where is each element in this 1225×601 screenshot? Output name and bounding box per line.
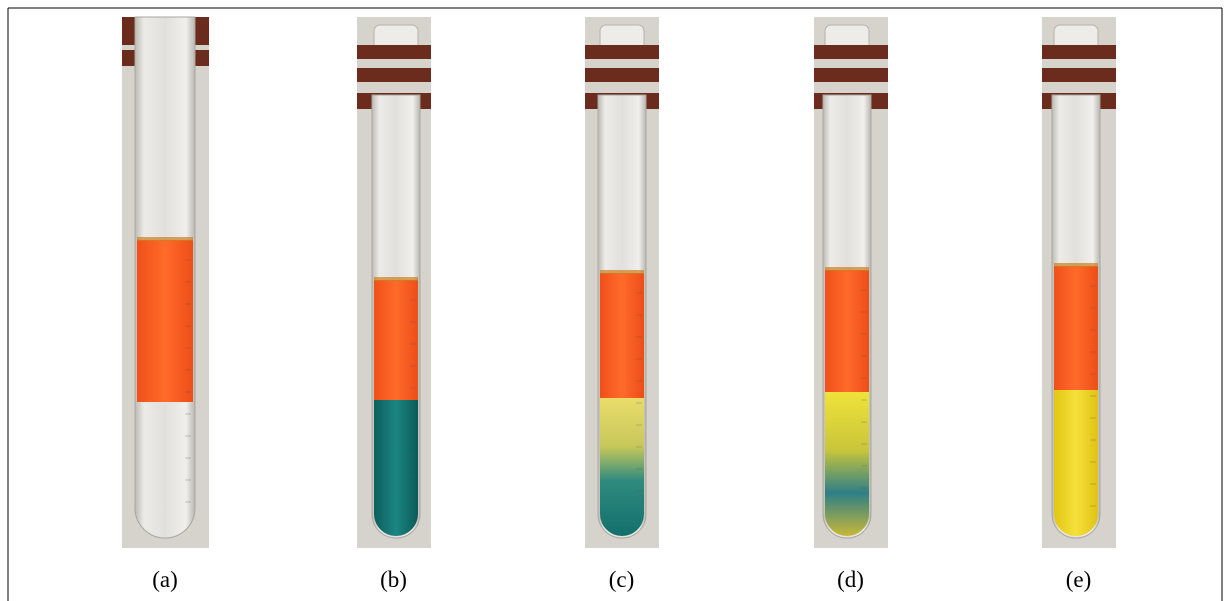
meniscus [600,270,644,274]
lower-layer [374,400,418,536]
clamp-bar [1042,45,1116,59]
photo [122,17,209,548]
orange-layer [374,280,418,400]
lower-layer [1054,390,1098,536]
clamp-bar [1042,68,1116,82]
lower-layer [825,392,869,536]
clamp-bar [814,68,888,82]
clamp-bar [357,68,431,82]
figure: (a) (b) (c) (d) (e) [0,0,1225,601]
panel-label: (c) [609,567,635,592]
photo [1042,17,1116,548]
clamp-bar [357,45,431,59]
orange-layer [825,270,869,392]
clamp-bar [585,45,659,59]
orange-layer [137,240,193,402]
lower-layer [600,398,644,536]
panel-label: (b) [380,567,407,592]
clamp-bar [585,68,659,82]
panel-label: (d) [837,567,864,592]
photo [814,17,888,548]
orange-layer [1054,266,1098,390]
meniscus [1054,263,1098,267]
panel-label: (e) [1066,567,1092,592]
photo [585,17,659,548]
meniscus [374,277,418,281]
meniscus [825,267,869,271]
panel-label: (a) [152,567,178,592]
orange-layer [600,273,644,398]
clamp-bar [814,45,888,59]
photo [357,17,431,548]
meniscus [137,237,193,241]
